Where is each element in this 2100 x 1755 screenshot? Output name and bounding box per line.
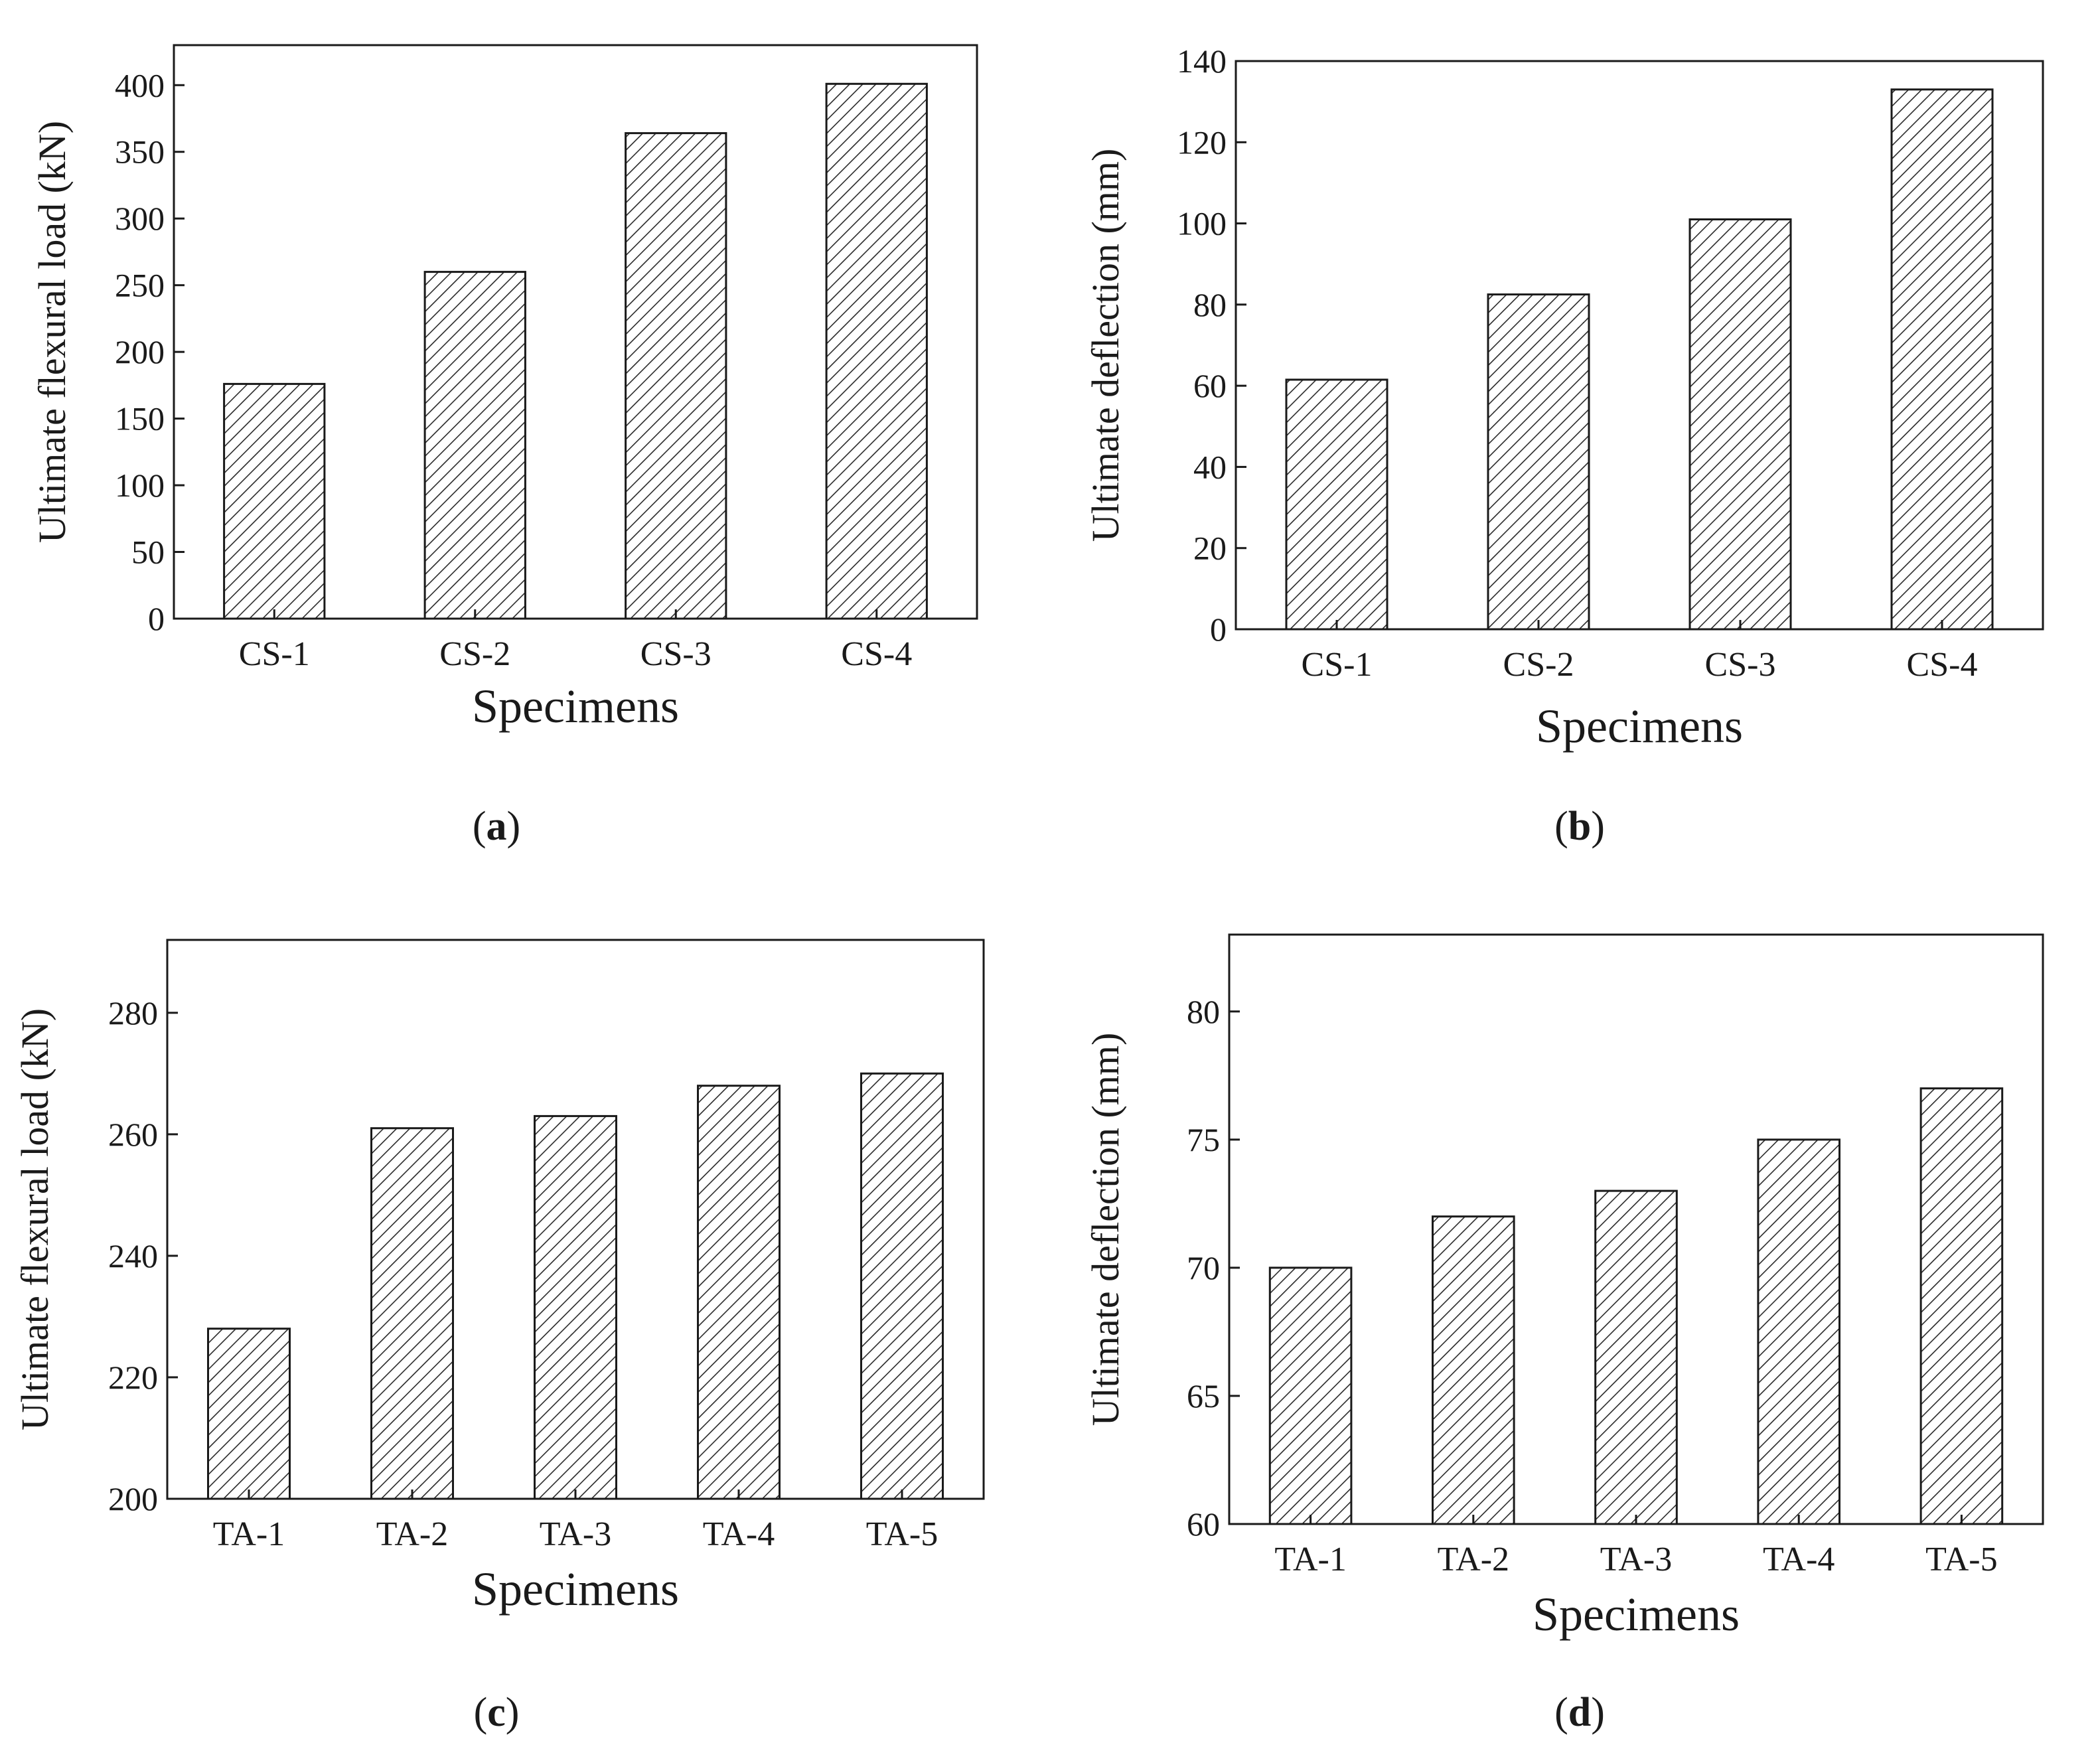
x-axis-title: Specimens <box>472 680 679 733</box>
y-tick-label: 220 <box>108 1359 158 1396</box>
plot-frame <box>1235 60 2044 631</box>
bar-ta-3 <box>534 1114 617 1500</box>
y-tick-label: 60 <box>1193 367 1227 404</box>
bar-cs-2 <box>1487 293 1590 631</box>
y-tick-label: 280 <box>108 994 158 1031</box>
y-tick-label: 350 <box>115 133 165 171</box>
panel-label-c: (c) <box>474 1690 520 1735</box>
y-axis-title: Ultimate flexural load (kN) <box>31 121 74 543</box>
bar-cs-1 <box>223 382 326 620</box>
x-tick-label: TA-1 <box>213 1515 285 1553</box>
x-tick-label: TA-3 <box>1600 1541 1672 1578</box>
bar-cs-4 <box>825 82 928 620</box>
x-axis-title: Specimens <box>1533 1588 1740 1641</box>
x-tick-label: CS-1 <box>239 635 310 673</box>
y-tick-label: 60 <box>1187 1505 1220 1543</box>
y-axis-title: Ultimate deflection (mm) <box>1084 1033 1127 1426</box>
panel-letter: b <box>1568 804 1591 849</box>
y-axis-title: Ultimate flexural load (kN) <box>13 1008 56 1430</box>
y-tick-label: 300 <box>115 200 165 237</box>
x-tick-label: TA-5 <box>1925 1541 1997 1578</box>
x-tick-label: CS-2 <box>1503 646 1574 684</box>
y-tick-label: 80 <box>1187 993 1220 1030</box>
bar-ta-1 <box>207 1328 291 1500</box>
bar-ta-2 <box>370 1127 454 1500</box>
bar-cs-3 <box>1688 218 1792 631</box>
bar-ta-3 <box>1594 1189 1678 1525</box>
y-tick-label: 0 <box>148 600 165 637</box>
bar-ta-5 <box>860 1072 944 1500</box>
x-tick-label: TA-5 <box>866 1515 938 1553</box>
panel-label-a: (a) <box>473 804 520 849</box>
bar-ta-1 <box>1268 1266 1353 1525</box>
x-tick-label: CS-3 <box>1705 646 1776 684</box>
x-tick-label: TA-3 <box>540 1515 611 1553</box>
y-tick-label: 20 <box>1193 530 1227 567</box>
chart-panel-b: 0 20 40 60 80 100 120 140 CS-1 CS-2 CS-3 CS-4 Specim… <box>1084 42 2044 849</box>
y-tick-label: 140 <box>1177 42 1227 80</box>
x-tick-label: TA-2 <box>1438 1541 1509 1578</box>
y-tick-label: 400 <box>115 66 165 104</box>
y-tick-label: 150 <box>115 400 165 437</box>
x-tick-label: CS-4 <box>841 635 912 673</box>
y-tick-label: 75 <box>1187 1121 1220 1158</box>
y-tick-label: 240 <box>108 1237 158 1274</box>
y-tick-label: 200 <box>115 333 165 370</box>
y-tick-label: 120 <box>1177 123 1227 161</box>
bar-cs-4 <box>1890 88 1994 631</box>
x-tick-label: TA-4 <box>1763 1541 1835 1578</box>
panel-label-b: (b) <box>1554 804 1605 849</box>
y-tick-label: 260 <box>108 1116 158 1153</box>
x-axis-title: Specimens <box>1536 700 1743 753</box>
x-tick-label: CS-4 <box>1907 646 1978 684</box>
x-tick-label: CS-1 <box>1302 646 1373 684</box>
plot-frame <box>173 44 978 620</box>
bar-ta-4 <box>697 1085 781 1500</box>
y-tick-label: 200 <box>108 1480 158 1517</box>
y-tick-label: 80 <box>1193 286 1227 323</box>
y-tick-label: 50 <box>131 534 165 571</box>
bar-cs-3 <box>625 132 727 620</box>
y-tick-label: 70 <box>1187 1249 1220 1286</box>
chart-panel-d: 60 65 70 75 80 TA-1 TA-2 TA-3 TA-4 TA-5 Specimens U… <box>1084 933 2044 1735</box>
bar-ta-5 <box>1919 1087 2004 1525</box>
chart-panel-a: 0 50 100 150 200 250 300 350 400 CS-1 CS-2 CS-3 CS-4… <box>31 44 978 849</box>
panel-letter: d <box>1568 1690 1591 1735</box>
panel-letter: a <box>487 804 507 849</box>
bar-ta-4 <box>1757 1138 1840 1525</box>
x-tick-label: CS-3 <box>640 635 712 673</box>
x-tick-label: TA-4 <box>703 1515 775 1553</box>
x-axis-title: Specimens <box>472 1563 679 1616</box>
y-tick-label: 100 <box>115 467 165 504</box>
y-tick-label: 100 <box>1177 205 1227 242</box>
x-tick-label: CS-2 <box>439 635 510 673</box>
chart-panel-c: 200 220 240 260 280 TA-1 TA-2 TA-3 TA-4 TA-5 Speci… <box>13 939 985 1735</box>
y-tick-label: 250 <box>115 267 165 304</box>
y-tick-label: 40 <box>1193 448 1227 485</box>
y-axis-title: Ultimate deflection (mm) <box>1084 149 1127 542</box>
x-tick-label: TA-2 <box>376 1515 448 1553</box>
panel-letter: c <box>487 1690 506 1735</box>
bar-cs-2 <box>423 271 526 620</box>
bar-cs-1 <box>1285 378 1388 631</box>
x-tick-label: TA-1 <box>1274 1541 1346 1578</box>
y-tick-label: 0 <box>1210 611 1227 648</box>
panel-label-d: (d) <box>1554 1690 1605 1735</box>
y-tick-label: 65 <box>1187 1377 1220 1414</box>
bar-ta-2 <box>1432 1215 1515 1525</box>
